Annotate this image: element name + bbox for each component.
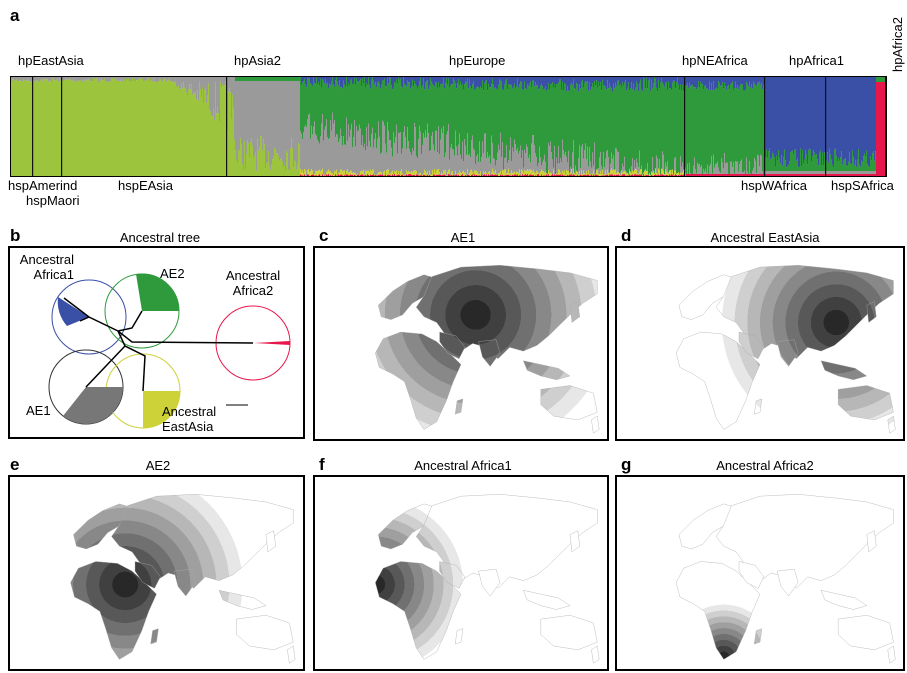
subpop-label-hspamerind: hspAmerind xyxy=(8,178,78,193)
landmass-india xyxy=(478,339,501,367)
landmass-africa xyxy=(675,331,761,430)
landmass-japan xyxy=(866,530,877,553)
landmass-madagascar xyxy=(754,628,763,645)
landmass-seasia xyxy=(522,360,571,380)
tree-title: Ancestral tree xyxy=(119,230,201,245)
landmass-africa xyxy=(375,561,462,660)
landmass-nz xyxy=(887,415,896,434)
map-panel-eastasia xyxy=(615,246,905,441)
map-title-g: Ancestral Africa2 xyxy=(716,458,814,473)
tree-label-africa1: Ancestral Africa1 xyxy=(19,252,74,282)
map-title-d: Ancestral EastAsia xyxy=(710,230,820,245)
structure-bar-plot xyxy=(10,76,887,177)
landmass-nz xyxy=(591,415,600,434)
landmass-australia xyxy=(540,385,598,421)
landmass-japan xyxy=(866,301,877,323)
landmass-africa xyxy=(675,561,761,660)
landmass-asia xyxy=(415,494,598,589)
landmass-asia xyxy=(715,494,894,589)
landmass-india xyxy=(478,568,501,597)
map-panel-ae1 xyxy=(313,246,609,441)
map-panel-africa2 xyxy=(615,475,905,671)
landmass-japan xyxy=(569,301,580,323)
panel-letter-d: d xyxy=(621,226,632,245)
pop-label-hpneafrica: hpNEAfrica xyxy=(682,53,748,68)
map-svg xyxy=(675,494,896,664)
panel-letter-b: b xyxy=(10,226,21,245)
tree-label-eastasia: Ancestral EastAsia xyxy=(162,404,217,434)
landmass-nz xyxy=(287,645,296,664)
landmass-nz xyxy=(887,645,896,664)
tree-label-africa2: Ancestral Africa2 xyxy=(225,268,281,298)
landmass-africa xyxy=(375,331,462,430)
map-panel-ae2 xyxy=(8,475,305,671)
ancestral-tree-panel: Ancestral Africa1 AE2 Ancestral Africa2 … xyxy=(8,246,305,439)
landmass-india xyxy=(776,339,799,367)
subpop-label-hspsafrica: hspSAfrica xyxy=(831,178,894,193)
landmass-arabia xyxy=(439,331,466,360)
landmass-india xyxy=(173,568,196,597)
landmass-nz xyxy=(591,645,600,664)
panel-letter-g: g xyxy=(621,455,632,474)
landmass-asia xyxy=(111,494,294,589)
landmass-australia xyxy=(837,385,894,421)
landmass-seasia xyxy=(522,590,571,610)
pop-label-hpafrica2: hpAfrica2 xyxy=(890,17,905,72)
sector-ae1 xyxy=(63,387,124,425)
map-svg xyxy=(375,264,600,434)
tree-label-ae1: AE1 xyxy=(26,403,51,418)
map-panel-africa1 xyxy=(313,475,609,671)
panel-letter-c: c xyxy=(319,226,329,245)
pop-label-hpeurope: hpEurope xyxy=(449,53,506,68)
landmass-australia xyxy=(236,615,294,650)
sector-africa1 xyxy=(57,297,89,326)
landmass-arabia xyxy=(134,561,161,589)
landmass-seasia xyxy=(218,590,267,610)
map-svg xyxy=(375,494,600,664)
map-title-c: AE1 xyxy=(450,230,476,245)
pop-label-hpeastasia: hpEastAsia xyxy=(18,53,84,68)
landmass-madagascar xyxy=(454,398,464,415)
pop-label-hpafrica1: hpAfrica1 xyxy=(789,53,844,68)
subpop-label-hspwafrica: hspWAfrica xyxy=(741,178,807,193)
tree-label-ae2: AE2 xyxy=(160,266,185,281)
landmass-japan xyxy=(265,530,276,553)
panel-letter-f: f xyxy=(319,455,325,474)
landmass-asia xyxy=(415,264,598,360)
landmass-africa xyxy=(70,561,157,660)
landmass-arabia xyxy=(439,561,466,589)
pop-label-hpasia2: hpAsia2 xyxy=(234,53,281,68)
map-svg xyxy=(675,264,896,434)
panel-letter-a: a xyxy=(10,6,20,25)
landmass-japan xyxy=(569,530,580,553)
sector-africa2 xyxy=(253,341,290,345)
tree-diagram xyxy=(48,273,291,429)
landmass-asia xyxy=(715,264,894,360)
landmass-arabia xyxy=(738,561,765,589)
map-svg xyxy=(70,494,296,664)
sector-ae2 xyxy=(136,273,180,311)
panel-letter-e: e xyxy=(10,455,20,474)
landmass-seasia xyxy=(820,590,868,610)
subpop-label-hspeasia: hspEAsia xyxy=(118,178,173,193)
landmass-australia xyxy=(837,615,894,650)
landmass-australia xyxy=(540,615,598,650)
landmass-arabia xyxy=(738,331,765,360)
map-title-f: Ancestral Africa1 xyxy=(414,458,512,473)
sector-eastasia xyxy=(143,391,180,428)
landmass-madagascar xyxy=(454,628,464,645)
landmass-seasia xyxy=(820,360,868,380)
landmass-madagascar xyxy=(150,628,159,645)
landmass-india xyxy=(776,568,799,597)
map-title-e: AE2 xyxy=(145,458,171,473)
subpop-label-hspmaori: hspMaori xyxy=(26,193,80,208)
landmass-madagascar xyxy=(754,398,763,415)
